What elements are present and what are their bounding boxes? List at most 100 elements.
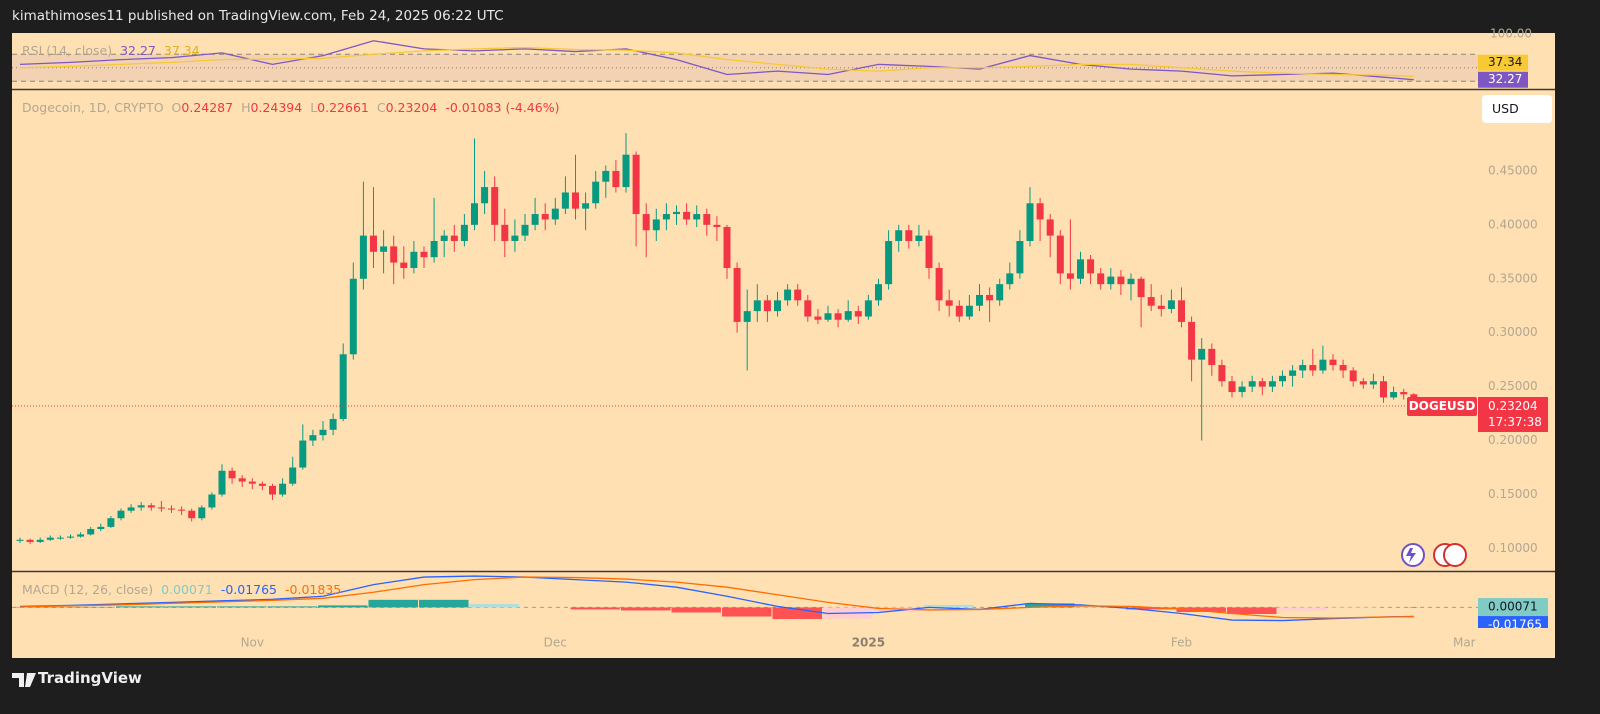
macd-legend: MACD (12, 26, close) 0.00071 -0.01765 -0… — [22, 582, 341, 597]
symbol-tag — [1407, 397, 1477, 417]
legend-value: 32.27 — [120, 43, 156, 58]
candle-body — [339, 354, 347, 419]
candle-body — [26, 539, 34, 542]
candle-body — [955, 305, 963, 317]
candle-body — [400, 262, 408, 268]
legend-value: -0.01765 — [220, 582, 278, 597]
candle-body — [380, 246, 388, 252]
candle-body — [208, 494, 216, 508]
value-box — [1478, 54, 1528, 71]
histogram-bar — [368, 599, 418, 608]
candle-body — [763, 300, 771, 312]
histogram-bar — [1025, 603, 1075, 608]
y-tick-label: 100.00 — [1490, 27, 1532, 41]
candle-body — [1178, 300, 1185, 322]
candle-body — [1319, 359, 1327, 371]
price-tag — [1478, 397, 1548, 433]
candle-body — [602, 170, 610, 182]
candle-body — [925, 235, 933, 268]
candle-body — [238, 478, 246, 482]
candle-body — [561, 192, 569, 209]
value-box — [1478, 616, 1548, 628]
candle-body — [1087, 259, 1095, 274]
histogram-bar — [1176, 607, 1226, 612]
candle-body — [572, 192, 579, 209]
candle-body — [450, 235, 458, 242]
candle-body — [834, 313, 842, 320]
candle-body — [1107, 276, 1115, 285]
candle-body — [67, 536, 74, 538]
candle-body — [56, 537, 64, 539]
legend-value: 37.34 — [163, 43, 200, 58]
currency-button[interactable]: USD — [1482, 95, 1552, 123]
candle-body — [107, 518, 115, 527]
candle-body — [289, 467, 297, 484]
candle-body — [97, 526, 105, 530]
candle-body — [521, 224, 529, 236]
candle-body — [258, 483, 266, 486]
candle-body — [1046, 219, 1054, 236]
y-tick-label: 0.20000 — [1488, 433, 1538, 447]
candle-body — [460, 224, 468, 242]
candle-body — [632, 154, 640, 215]
value-box-label: 37.34 — [1488, 55, 1522, 69]
value-box — [1478, 598, 1548, 617]
candle-body — [1339, 365, 1347, 371]
candle-body — [137, 505, 145, 508]
legend-pair: O 0.24287 — [172, 100, 234, 115]
candle-body — [1279, 375, 1286, 382]
y-tick-label: 0.45000 — [1488, 163, 1538, 177]
candle-body — [127, 507, 135, 511]
candle-body — [319, 429, 327, 436]
candle-body — [784, 289, 792, 301]
candle-body — [885, 241, 893, 285]
candle-body — [1127, 278, 1135, 285]
legend-title: RSI (14, close) — [22, 43, 113, 58]
y-tick-label: 0.35000 — [1488, 271, 1538, 285]
candle-body — [1066, 273, 1074, 279]
x-tick-label: Nov — [241, 636, 264, 650]
legend-value: -0.01835 — [285, 582, 342, 597]
candle-body — [1238, 386, 1246, 393]
histogram-bar — [318, 605, 368, 608]
y-tick-label: 0.10000 — [1488, 541, 1538, 555]
candle-body — [481, 187, 489, 204]
candle-body — [905, 230, 913, 242]
candle-body — [592, 181, 600, 204]
y-tick-label: 0.15000 — [1488, 487, 1538, 501]
candle-body — [329, 418, 337, 430]
candle-body — [77, 534, 85, 537]
candle-body — [440, 235, 448, 242]
y-tick-label: 0.25000 — [1488, 379, 1538, 393]
x-tick-label: Dec — [544, 636, 567, 650]
candle-body — [915, 235, 923, 242]
candle-body — [349, 278, 357, 355]
candle-body — [178, 509, 186, 511]
histogram-bar — [1126, 607, 1176, 610]
candle-body — [1329, 359, 1337, 366]
candle-body — [188, 510, 196, 519]
candle-body — [864, 300, 872, 317]
candle-body — [935, 267, 943, 301]
legend-value: 0.22661 — [317, 100, 369, 115]
candle-body — [965, 305, 973, 317]
candle-body — [218, 470, 226, 495]
candle-body — [36, 539, 44, 542]
rsi-pane: 100.00 37.34 32.27 — [12, 27, 1532, 88]
candle-body — [703, 214, 711, 225]
legend-change: -0.01083 (-4.46%) — [445, 100, 560, 115]
legend-key: O — [171, 100, 182, 115]
candle-body — [420, 251, 428, 258]
candle-body — [1006, 273, 1014, 285]
candle-body — [1117, 276, 1125, 285]
candle-body — [117, 510, 125, 519]
legend-pair: H 0.24394 — [241, 100, 302, 115]
pane-icons — [1401, 543, 1467, 567]
candle-body — [359, 235, 367, 279]
y-tick-label: 0.40000 — [1488, 217, 1538, 231]
candle-body — [1369, 381, 1377, 385]
brand: TradingView — [38, 669, 142, 687]
candle-body — [87, 529, 95, 535]
icon — [1443, 543, 1467, 567]
legend-value: 0.23204 — [385, 100, 438, 115]
